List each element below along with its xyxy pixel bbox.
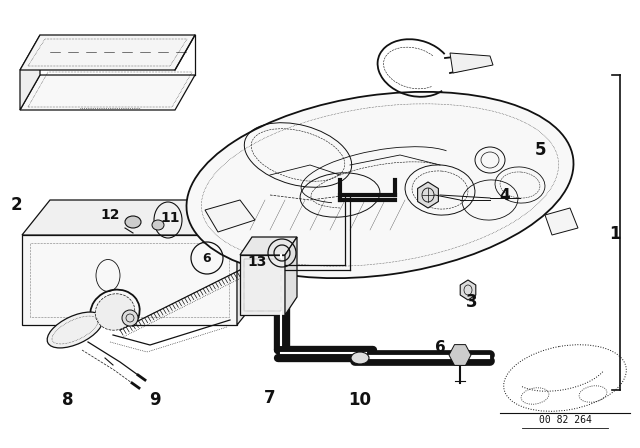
Ellipse shape bbox=[125, 216, 141, 228]
Text: 6: 6 bbox=[203, 251, 211, 264]
Ellipse shape bbox=[152, 220, 164, 230]
Text: 8: 8 bbox=[62, 391, 74, 409]
Polygon shape bbox=[240, 255, 285, 315]
Polygon shape bbox=[418, 182, 438, 208]
Text: 5: 5 bbox=[534, 141, 546, 159]
Polygon shape bbox=[285, 237, 297, 315]
Polygon shape bbox=[545, 208, 578, 235]
Ellipse shape bbox=[95, 294, 135, 330]
Text: 4: 4 bbox=[500, 188, 510, 202]
Polygon shape bbox=[460, 280, 476, 300]
Text: 2: 2 bbox=[10, 196, 22, 214]
Text: 13: 13 bbox=[247, 255, 267, 269]
Text: 3: 3 bbox=[466, 293, 478, 311]
Text: 9: 9 bbox=[149, 391, 161, 409]
Text: 11: 11 bbox=[160, 211, 180, 225]
Text: 10: 10 bbox=[349, 391, 371, 409]
Text: 6: 6 bbox=[435, 340, 445, 356]
Text: 00 82 264: 00 82 264 bbox=[539, 415, 591, 425]
Polygon shape bbox=[20, 35, 40, 110]
Polygon shape bbox=[22, 235, 237, 325]
Polygon shape bbox=[240, 237, 297, 255]
Text: 1: 1 bbox=[609, 225, 621, 243]
Ellipse shape bbox=[122, 310, 138, 326]
Polygon shape bbox=[449, 345, 471, 366]
Polygon shape bbox=[237, 200, 265, 325]
Ellipse shape bbox=[186, 92, 573, 278]
Text: 7: 7 bbox=[264, 389, 276, 407]
Polygon shape bbox=[205, 200, 255, 232]
Polygon shape bbox=[20, 35, 195, 70]
Text: 12: 12 bbox=[100, 208, 120, 222]
Polygon shape bbox=[20, 75, 195, 110]
Ellipse shape bbox=[351, 352, 369, 364]
Polygon shape bbox=[450, 53, 493, 73]
Ellipse shape bbox=[47, 312, 103, 348]
Polygon shape bbox=[22, 200, 265, 235]
